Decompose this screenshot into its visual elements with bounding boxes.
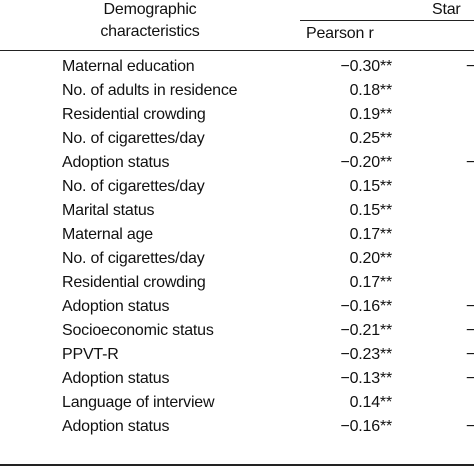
row-label: Maternal education [62,58,195,75]
std-fragment: − [466,298,474,315]
std-fragment: − [466,370,474,387]
pearson-r: −0.16** [340,418,392,435]
row-label: Residential crowding [62,274,206,291]
pearson-r: −0.21** [340,322,392,339]
pearson-r: 0.25** [349,130,393,147]
row-label: Maternal age [62,226,153,243]
row-label: No. of adults in residence [62,82,238,99]
row-label: Marital status [62,202,155,219]
row-label: Adoption status [62,418,170,435]
row-label: Language of interview [62,394,215,411]
row-label: PPVT-R [62,346,119,363]
pearson-r: −0.30** [340,58,392,75]
std-fragment: − [466,346,474,363]
row-label: No. of cigarettes/day [62,130,205,147]
row-label: No. of cigarettes/day [62,178,205,195]
header-rule [0,50,474,51]
std-fragment: − [466,322,474,339]
header-group: Star [432,1,461,18]
pearson-r: −0.23** [340,346,392,363]
bottom-rule [0,464,474,466]
pearson-r: 0.15** [349,202,393,219]
pearson-r: −0.13** [340,370,392,387]
header-col2: Pearson r [306,25,374,42]
row-label: Adoption status [62,298,170,315]
pearson-r: 0.19** [349,106,393,123]
row-label: Adoption status [62,370,170,387]
row-label: No. of cigarettes/day [62,250,205,267]
pearson-r: 0.17** [349,274,393,291]
group-rule [300,20,474,21]
pearson-r: 0.15** [349,178,393,195]
std-fragment: − [466,418,474,435]
row-label: Socioeconomic status [62,322,214,339]
pearson-r: −0.20** [340,154,392,171]
row-label: Adoption status [62,154,170,171]
header-col1: characteristics [100,23,200,40]
std-fragment: − [466,154,474,171]
header-col1: Demographic [103,1,197,18]
pearson-r: −0.16** [340,298,392,315]
std-fragment: − [466,58,474,75]
pearson-r: 0.18** [349,82,393,99]
pearson-r: 0.17** [349,226,393,243]
row-label: Residential crowding [62,106,206,123]
pearson-r: 0.20** [349,250,393,267]
pearson-r: 0.14** [349,394,393,411]
